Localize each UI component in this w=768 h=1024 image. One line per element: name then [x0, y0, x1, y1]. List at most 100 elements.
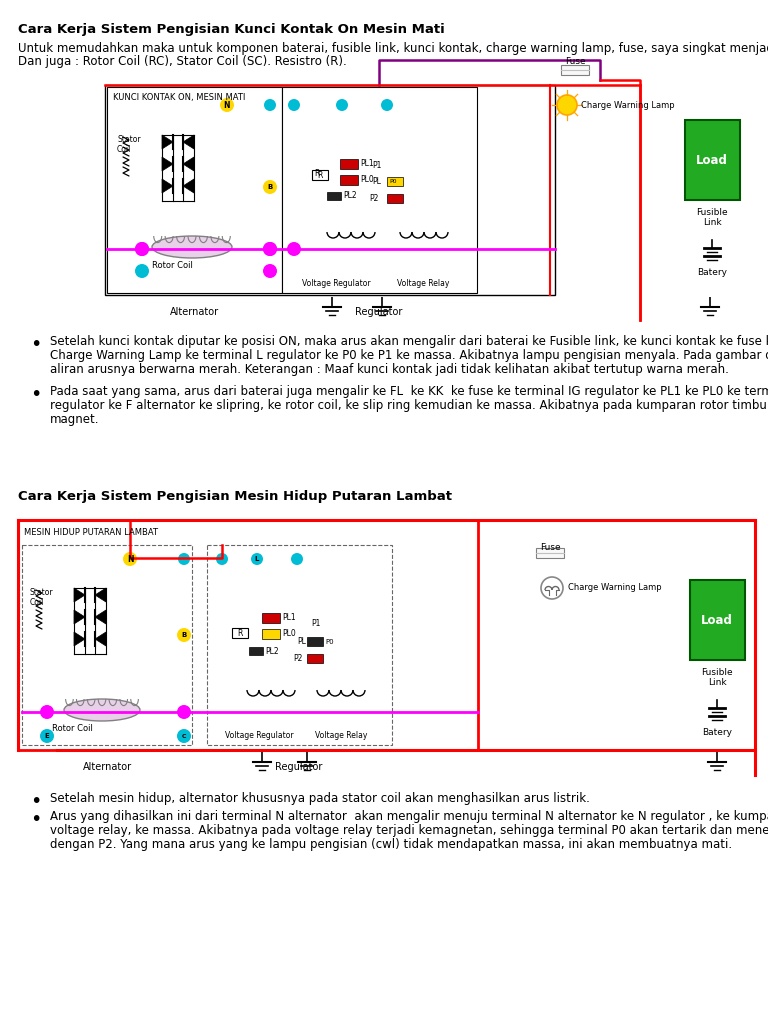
Text: P0: P0 [389, 179, 396, 184]
Text: PL2: PL2 [343, 191, 356, 201]
Text: magnet.: magnet. [50, 413, 100, 426]
Text: Stator
Coil: Stator Coil [117, 135, 141, 155]
Text: C: C [182, 733, 187, 738]
Text: R: R [314, 169, 319, 178]
Circle shape [178, 553, 190, 565]
Text: •: • [30, 810, 41, 829]
Text: P2: P2 [293, 654, 303, 663]
Text: KUNCI KONTAK ON, MESIN MATI: KUNCI KONTAK ON, MESIN MATI [113, 93, 245, 102]
Polygon shape [183, 135, 194, 150]
Text: Voltage Relay: Voltage Relay [397, 279, 449, 288]
Polygon shape [183, 179, 194, 193]
Text: Setelah kunci kontak diputar ke posisi ON, maka arus akan mengalir dari baterai : Setelah kunci kontak diputar ke posisi O… [50, 335, 768, 348]
Text: Load: Load [701, 613, 733, 627]
Text: Fuse: Fuse [540, 543, 561, 552]
Text: B: B [181, 632, 187, 638]
Circle shape [135, 264, 149, 278]
FancyBboxPatch shape [22, 545, 192, 745]
Text: PL: PL [372, 177, 381, 186]
Text: Load: Load [696, 154, 728, 167]
Circle shape [177, 729, 191, 743]
Polygon shape [74, 588, 85, 602]
Text: Stator
Coil: Stator Coil [30, 588, 54, 607]
Circle shape [263, 180, 277, 194]
Circle shape [220, 98, 234, 112]
FancyBboxPatch shape [387, 177, 403, 186]
Text: Alternator: Alternator [82, 762, 131, 772]
FancyBboxPatch shape [340, 159, 358, 169]
Text: Batery: Batery [702, 728, 732, 737]
FancyBboxPatch shape [107, 87, 282, 293]
Text: Rotor Coil: Rotor Coil [52, 724, 93, 733]
Text: Pada saat yang sama, arus dari baterai juga mengalir ke FL  ke KK  ke fuse ke te: Pada saat yang sama, arus dari baterai j… [50, 385, 768, 398]
Text: voltage relay, ke massa. Akibatnya pada voltage relay terjadi kemagnetan, sehing: voltage relay, ke massa. Akibatnya pada … [50, 824, 768, 837]
Text: Rotor Coil: Rotor Coil [152, 261, 193, 270]
Circle shape [216, 553, 228, 565]
FancyBboxPatch shape [327, 193, 341, 200]
Text: PL0: PL0 [360, 175, 374, 184]
Text: Voltage Regulator: Voltage Regulator [225, 731, 293, 740]
Circle shape [381, 99, 393, 111]
FancyBboxPatch shape [262, 629, 280, 639]
Text: Regulator: Regulator [356, 307, 402, 317]
FancyBboxPatch shape [262, 613, 280, 623]
Text: E: E [45, 733, 49, 739]
Circle shape [263, 264, 277, 278]
Circle shape [263, 242, 277, 256]
Polygon shape [95, 610, 106, 624]
Circle shape [288, 99, 300, 111]
Polygon shape [95, 588, 106, 602]
Text: PL: PL [297, 637, 306, 645]
Text: aliran arusnya berwarna merah. Keterangan : Maaf kunci kontak jadi tidak kelihat: aliran arusnya berwarna merah. Keteranga… [50, 362, 729, 376]
Text: Voltage Regulator: Voltage Regulator [302, 279, 371, 288]
FancyBboxPatch shape [307, 654, 323, 663]
Text: Untuk memudahkan maka untuk komponen baterai, fusible link, kunci kontak, charge: Untuk memudahkan maka untuk komponen bat… [18, 42, 768, 55]
Circle shape [336, 99, 348, 111]
Circle shape [135, 242, 149, 256]
Text: Regulator: Regulator [275, 762, 323, 772]
Polygon shape [74, 632, 85, 646]
Circle shape [291, 553, 303, 565]
Circle shape [287, 242, 301, 256]
Circle shape [541, 577, 563, 599]
FancyBboxPatch shape [232, 628, 248, 638]
Text: Fusible
Link: Fusible Link [701, 668, 733, 687]
Circle shape [557, 95, 577, 115]
Polygon shape [183, 157, 194, 171]
FancyBboxPatch shape [249, 647, 263, 655]
Text: P1: P1 [372, 161, 382, 170]
Text: PL0: PL0 [282, 630, 296, 639]
FancyBboxPatch shape [105, 85, 555, 295]
Text: regulator ke F alternator ke slipring, ke rotor coil, ke slip ring kemudian ke m: regulator ke F alternator ke slipring, k… [50, 399, 768, 412]
Text: PL2: PL2 [265, 646, 279, 655]
FancyBboxPatch shape [536, 548, 564, 558]
Text: •: • [30, 792, 41, 811]
Text: Charge Warning Lamp: Charge Warning Lamp [581, 100, 674, 110]
FancyBboxPatch shape [307, 637, 323, 646]
FancyBboxPatch shape [690, 580, 745, 660]
Circle shape [264, 99, 276, 111]
Text: B: B [267, 184, 273, 190]
Text: Batery: Batery [697, 268, 727, 278]
Text: Cara Kerja Sistem Pengisian Kunci Kontak On Mesin Mati: Cara Kerja Sistem Pengisian Kunci Kontak… [18, 23, 445, 36]
Circle shape [135, 242, 149, 256]
Text: Fusible
Link: Fusible Link [696, 208, 728, 227]
Text: Charge Warning Lamp ke terminal L regulator ke P0 ke P1 ke massa. Akibatnya lamp: Charge Warning Lamp ke terminal L regula… [50, 349, 768, 362]
Ellipse shape [64, 699, 140, 721]
Polygon shape [162, 135, 173, 150]
FancyBboxPatch shape [207, 545, 392, 745]
Text: Setelah mesin hidup, alternator khususnya pada stator coil akan menghasilkan aru: Setelah mesin hidup, alternator khususny… [50, 792, 590, 805]
Text: L: L [255, 556, 259, 562]
FancyBboxPatch shape [340, 175, 358, 185]
Text: R: R [237, 629, 243, 638]
Text: Alternator: Alternator [170, 307, 219, 317]
Text: MESIN HIDUP PUTARAN LAMBAT: MESIN HIDUP PUTARAN LAMBAT [24, 528, 158, 537]
Text: Dan juga : Rotor Coil (RC), Stator Coil (SC). Resistro (R).: Dan juga : Rotor Coil (RC), Stator Coil … [18, 55, 346, 68]
Text: Voltage Relay: Voltage Relay [315, 731, 367, 740]
FancyBboxPatch shape [561, 65, 589, 75]
Ellipse shape [152, 236, 232, 258]
Text: Cara Kerja Sistem Pengisian Mesin Hidup Putaran Lambat: Cara Kerja Sistem Pengisian Mesin Hidup … [18, 490, 452, 503]
Circle shape [177, 628, 191, 642]
Text: N: N [223, 100, 230, 110]
FancyBboxPatch shape [685, 120, 740, 200]
